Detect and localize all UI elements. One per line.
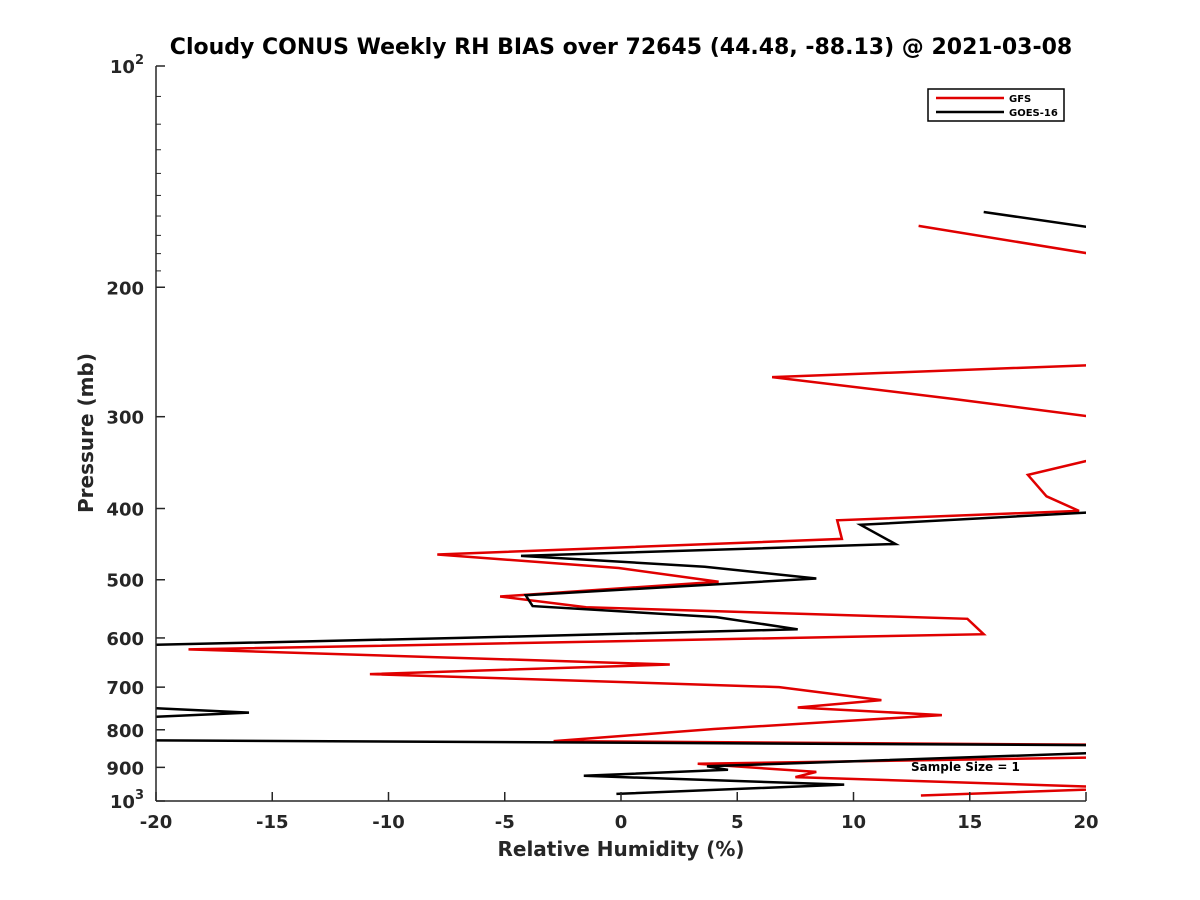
series-line-goes-16-segment-5 [583, 752, 1086, 796]
series-line-gfs-segment-3 [188, 459, 1086, 746]
x-tick-label: -10 [372, 812, 405, 833]
legend-label-goes-16: GOES-16 [1009, 108, 1058, 119]
x-axis-label: Relative Humidity (%) [497, 837, 744, 861]
x-tick-label: 20 [1073, 812, 1098, 833]
y-tick-label: 103 [110, 788, 144, 813]
chart-title: Cloudy CONUS Weekly RH BIAS over 72645 (… [170, 35, 1072, 60]
series-line-goes-16-segment-2 [156, 511, 1086, 647]
y-tick-label: 400 [106, 500, 144, 521]
series-line-gfs-segment-1 [918, 224, 1086, 255]
plot-area [155, 66, 1086, 802]
y-tick-label: 200 [106, 278, 144, 299]
y-tick-label: 102 [110, 53, 144, 78]
y-tick-base: 10 [110, 57, 135, 78]
series-line-gfs-segment-4 [697, 756, 1086, 797]
x-tick-label: 10 [841, 812, 866, 833]
y-tick-label: 800 [106, 721, 144, 742]
x-tick-label: -15 [256, 812, 289, 833]
x-tick-label: -20 [140, 812, 173, 833]
x-tick-label: -5 [495, 812, 515, 833]
x-axis: -20 -15 -10 -5 0 5 10 15 20 [140, 792, 1099, 833]
x-tick-label: 15 [957, 812, 982, 833]
legend-label-gfs: GFS [1009, 94, 1031, 105]
y-tick-label: 500 [106, 571, 144, 592]
y-tick-exponent: 3 [135, 788, 144, 803]
y-tick-label: 900 [106, 758, 144, 779]
legend: GFS GOES-16 [927, 88, 1065, 122]
y-tick-label: 600 [106, 629, 144, 650]
series-line-goes-16-segment-4 [156, 739, 1086, 747]
x-tick-label: 0 [615, 812, 628, 833]
series-line-goes-16-segment-1 [983, 210, 1086, 229]
legend-box [927, 88, 1065, 122]
series-line-gfs-segment-2 [771, 364, 1086, 418]
x-tick-label: 5 [731, 812, 744, 833]
y-tick-label: 300 [106, 408, 144, 429]
y-tick-base: 10 [110, 792, 135, 813]
sample-size-annotation: Sample Size = 1 [911, 760, 1020, 774]
y-axis-label: Pressure (mb) [74, 353, 98, 513]
series-lines [156, 210, 1086, 797]
y-tick-label: 700 [106, 678, 144, 699]
series-line-goes-16-segment-3 [156, 707, 250, 718]
y-tick-exponent: 2 [135, 53, 144, 68]
